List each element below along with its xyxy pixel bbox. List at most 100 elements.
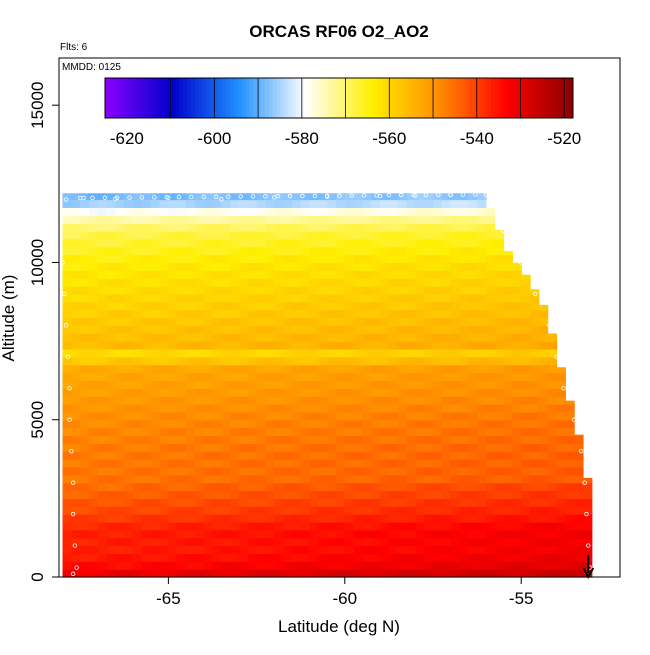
heatmap-cell [186, 388, 196, 397]
heatmap-cell [415, 278, 425, 287]
heatmap-cell [274, 529, 284, 539]
heatmap-cell [274, 364, 284, 374]
heatmap-cell [62, 293, 72, 303]
heatmap-cell [168, 254, 178, 264]
heatmap-cell [450, 396, 461, 405]
heatmap-cell [80, 301, 90, 311]
heatmap-cell [494, 482, 505, 492]
heatmap-cell [362, 223, 372, 232]
heatmap-cell [88, 380, 99, 389]
heatmap-cell [441, 193, 452, 201]
heatmap-cell [230, 529, 240, 539]
heatmap-cell [547, 388, 558, 397]
heatmap-cell [80, 529, 90, 539]
heatmap-cell [468, 238, 478, 248]
heatmap-cell [485, 364, 496, 374]
heatmap-cell [327, 372, 337, 382]
heatmap-cell [230, 207, 240, 216]
heatmap-cell [274, 443, 284, 452]
heatmap-cell [380, 301, 390, 311]
heatmap-cell [397, 317, 408, 326]
heatmap-cell [574, 498, 584, 507]
heatmap-cell [459, 231, 469, 240]
heatmap-cell [309, 521, 319, 531]
heatmap-cell [424, 246, 434, 256]
heatmap-cell [485, 270, 496, 279]
heatmap-cell [406, 207, 416, 216]
heatmap-cell [380, 372, 390, 382]
heatmap-cell [380, 325, 390, 334]
heatmap-cell [335, 482, 346, 492]
heatmap-cell [88, 396, 99, 405]
heatmap-cell [194, 223, 205, 232]
heatmap-cell [565, 529, 575, 539]
heatmap-cell [80, 246, 90, 256]
heatmap-cell [371, 569, 381, 578]
heatmap-cell [406, 506, 416, 515]
heatmap-cell [300, 246, 311, 256]
heatmap-cell [133, 514, 143, 523]
heatmap-cell [141, 372, 152, 382]
heatmap-cell [344, 246, 355, 256]
heatmap-cell [62, 490, 72, 499]
heatmap-cell [327, 537, 337, 547]
heatmap-cell [274, 569, 284, 578]
heatmap-cell [353, 301, 364, 311]
heatmap-cell [477, 427, 487, 437]
heatmap-cell [221, 207, 231, 216]
heatmap-cell [80, 435, 90, 444]
heatmap-cell [538, 364, 549, 374]
colorbar-segment [105, 78, 110, 118]
heatmap-cell [388, 561, 399, 570]
heatmap-cell [335, 490, 346, 499]
flight-track-point [67, 386, 72, 391]
heatmap-cell [415, 333, 425, 342]
heatmap-cell [574, 482, 584, 492]
heatmap-cell [388, 435, 399, 444]
heatmap-cell [194, 419, 205, 429]
heatmap-cell [283, 372, 293, 382]
heatmap-cell [353, 254, 364, 264]
heatmap-cell [318, 270, 328, 279]
heatmap-cell [300, 451, 311, 460]
heatmap-cell [565, 545, 575, 555]
heatmap-cell [503, 356, 513, 366]
heatmap-cell [380, 396, 390, 405]
colorbar-segment [159, 78, 164, 118]
heatmap-cell [424, 223, 434, 232]
heatmap-cell [194, 270, 205, 279]
heatmap-cell [433, 443, 443, 452]
heatmap-cell [459, 356, 469, 366]
heatmap-cell [344, 490, 355, 499]
heatmap-cell [150, 537, 161, 547]
heatmap-cell [177, 506, 187, 515]
heatmap-cell [494, 427, 505, 437]
heatmap-cell [406, 193, 416, 201]
heatmap-cell [265, 529, 275, 539]
heatmap-cell [485, 215, 496, 224]
heatmap-cell [530, 459, 540, 468]
heatmap-cell [441, 231, 452, 240]
heatmap-cell [133, 569, 143, 578]
heatmap-cell [530, 498, 540, 507]
colorbar-segment [417, 78, 422, 118]
heatmap-cell [238, 356, 249, 366]
heatmap-cell [318, 514, 328, 523]
heatmap-cell [565, 459, 575, 468]
heatmap-cell [353, 443, 364, 452]
heatmap-cell [371, 427, 381, 437]
heatmap-cell [115, 341, 125, 350]
heatmap-cell [309, 301, 319, 311]
heatmap-cell [221, 223, 231, 232]
flight-track-point [74, 565, 79, 570]
heatmap-cell [106, 482, 117, 492]
heatmap-cell [124, 199, 134, 209]
colorbar-segment [397, 78, 402, 118]
heatmap-cell [141, 246, 152, 256]
heatmap-cell [168, 238, 178, 248]
heatmap-cell [397, 254, 408, 264]
heatmap-cell [344, 301, 355, 311]
heatmap-cell [494, 230, 505, 232]
heatmap-cell [221, 490, 231, 499]
heatmap-cell [477, 341, 487, 350]
